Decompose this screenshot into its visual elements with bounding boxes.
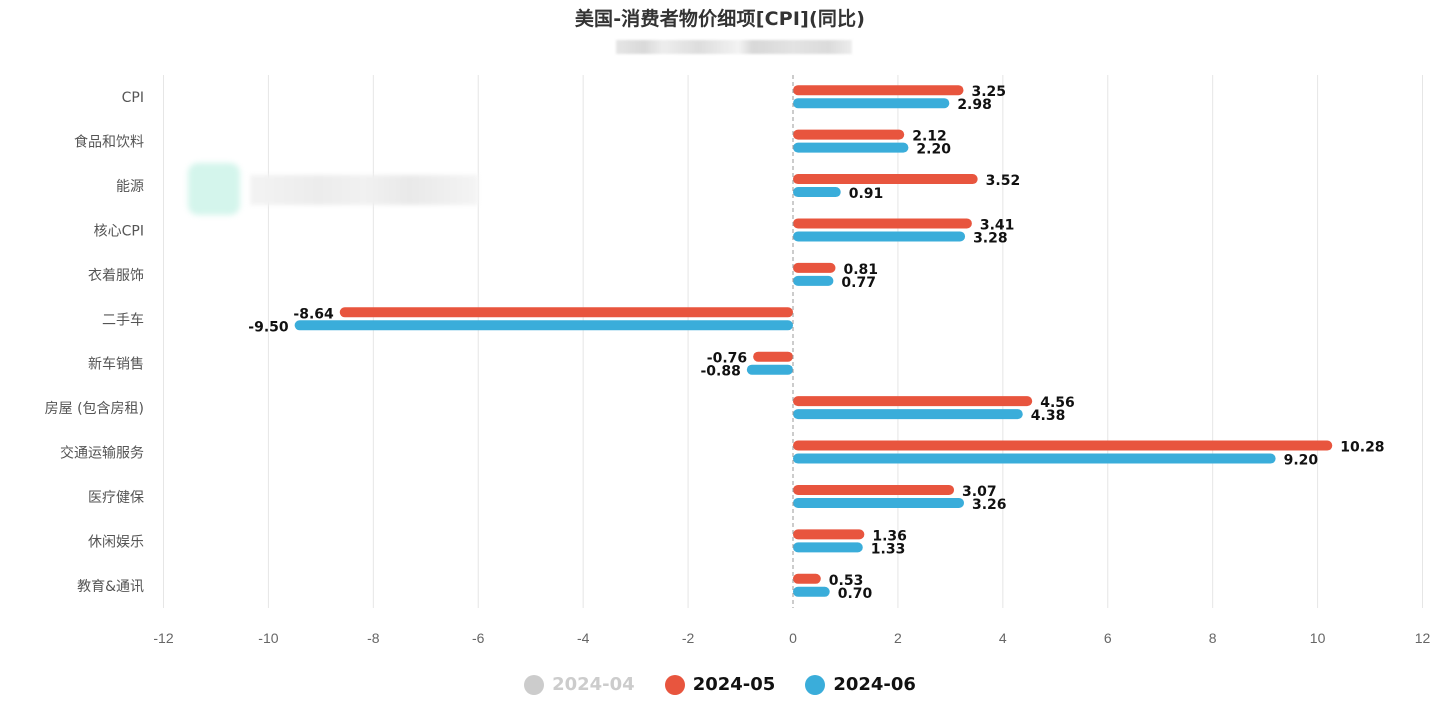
gridlines: [163, 75, 1423, 608]
value-label: 2.20: [916, 142, 951, 158]
legend-item-2024-06[interactable]: 2024-06: [805, 674, 916, 695]
category-label: 新车销售: [88, 356, 144, 373]
bar-2024-05: [793, 174, 978, 185]
watermark-logo-icon: [188, 163, 240, 215]
bars: [294, 85, 1333, 597]
value-label: 2.12: [912, 129, 947, 145]
bar-2024-06: [793, 275, 834, 286]
bar-2024-05: [793, 262, 836, 273]
x-axis-ticks: -12 -10 -8 -6 -4 -2 0 2 4 6 8 10 12: [153, 630, 1430, 646]
value-label: 0.91: [849, 186, 884, 202]
x-tick-label: 6: [1104, 630, 1112, 646]
bar-2024-06: [793, 586, 830, 597]
value-label: 1.33: [871, 541, 906, 557]
category-label: CPI: [122, 90, 144, 106]
value-label: 3.25: [971, 84, 1006, 100]
category-label: 衣着服饰: [88, 268, 144, 284]
bar-2024-06: [793, 497, 965, 508]
value-label: 3.07: [962, 484, 997, 500]
bar-2024-06: [746, 364, 793, 375]
x-tick-label: -6: [472, 630, 485, 646]
bar-2024-06: [793, 142, 909, 153]
value-label: -0.88: [700, 364, 740, 380]
category-label: 房屋 (包含房租): [45, 401, 144, 417]
legend-item-2024-04[interactable]: 2024-04: [524, 674, 635, 695]
legend-dot-icon: [664, 674, 685, 695]
value-label: 0.70: [838, 586, 873, 602]
bar-2024-05: [793, 484, 955, 495]
chart-legend: 2024-04 2024-05 2024-06: [0, 674, 1440, 695]
bar-2024-05: [793, 396, 1033, 407]
x-tick-label: 12: [1415, 630, 1431, 646]
value-label: 4.56: [1040, 395, 1075, 411]
x-tick-label: -10: [258, 630, 278, 646]
x-tick-label: -12: [153, 630, 173, 646]
bar-2024-06: [793, 231, 966, 242]
bar-2024-06: [793, 98, 950, 109]
watermark-text: [250, 175, 478, 205]
x-tick-label: 0: [789, 630, 797, 646]
category-label: 能源: [116, 179, 144, 195]
x-tick-label: 2: [894, 630, 902, 646]
bar-2024-05: [793, 573, 821, 584]
bar-2024-05: [339, 307, 793, 318]
bar-2024-06: [793, 453, 1276, 464]
value-label: 0.53: [829, 573, 864, 589]
bar-2024-05: [753, 351, 793, 362]
legend-dot-icon: [524, 674, 545, 695]
x-tick-label: 8: [1209, 630, 1217, 646]
value-label: -8.64: [293, 306, 334, 322]
value-label: 10.28: [1340, 440, 1384, 456]
bar-2024-06: [294, 320, 793, 331]
value-label: 3.28: [973, 230, 1008, 246]
category-label: 核心CPI: [94, 223, 144, 239]
legend-item-2024-05[interactable]: 2024-05: [664, 674, 776, 695]
value-label: 0.77: [841, 275, 876, 291]
watermark-redacted: [188, 163, 480, 215]
x-tick-label: -8: [367, 630, 380, 646]
value-label: 4.38: [1031, 408, 1066, 424]
chart-title: 美国-消费者物价细项[CPI](同比): [574, 8, 866, 30]
bar-2024-05: [793, 85, 964, 96]
legend-dot-icon: [805, 674, 826, 695]
x-tick-label: -4: [577, 630, 590, 646]
value-label: 3.26: [972, 497, 1007, 513]
x-tick-label: 4: [999, 630, 1007, 646]
legend-label: 2024-06: [833, 674, 916, 695]
bar-2024-06: [793, 187, 841, 198]
value-label: 9.20: [1284, 453, 1319, 469]
x-tick-label: 10: [1310, 630, 1326, 646]
category-label: 医疗健保: [88, 490, 144, 506]
subtitle-redacted: [616, 40, 852, 54]
bar-2024-05: [793, 218, 972, 229]
category-label: 教育&通讯: [77, 579, 144, 595]
value-label: -0.76: [707, 351, 747, 367]
bar-2024-05: [793, 129, 905, 140]
category-label: 二手车: [102, 311, 144, 328]
bar-2024-06: [793, 542, 863, 553]
legend-label: 2024-05: [692, 674, 776, 695]
legend-label: 2024-04: [552, 674, 635, 695]
x-tick-label: -2: [682, 630, 695, 646]
value-label: -9.50: [248, 319, 289, 335]
value-label: 2.98: [957, 97, 992, 113]
category-label: 交通运输服务: [60, 445, 144, 462]
value-label: 3.41: [980, 217, 1015, 233]
value-label: 1.36: [872, 528, 907, 544]
category-label: 食品和饮料: [74, 134, 144, 151]
value-label: 0.81: [843, 262, 878, 278]
category-label: 休闲娱乐: [88, 534, 144, 550]
bar-2024-06: [793, 409, 1023, 420]
bar-2024-05: [793, 529, 865, 540]
bar-2024-05: [793, 440, 1333, 451]
value-label: 3.52: [986, 173, 1021, 189]
value-labels: 3.252.98 2.122.20 3.52 0.91 3.413.28 0.810.77…: [248, 84, 1384, 602]
